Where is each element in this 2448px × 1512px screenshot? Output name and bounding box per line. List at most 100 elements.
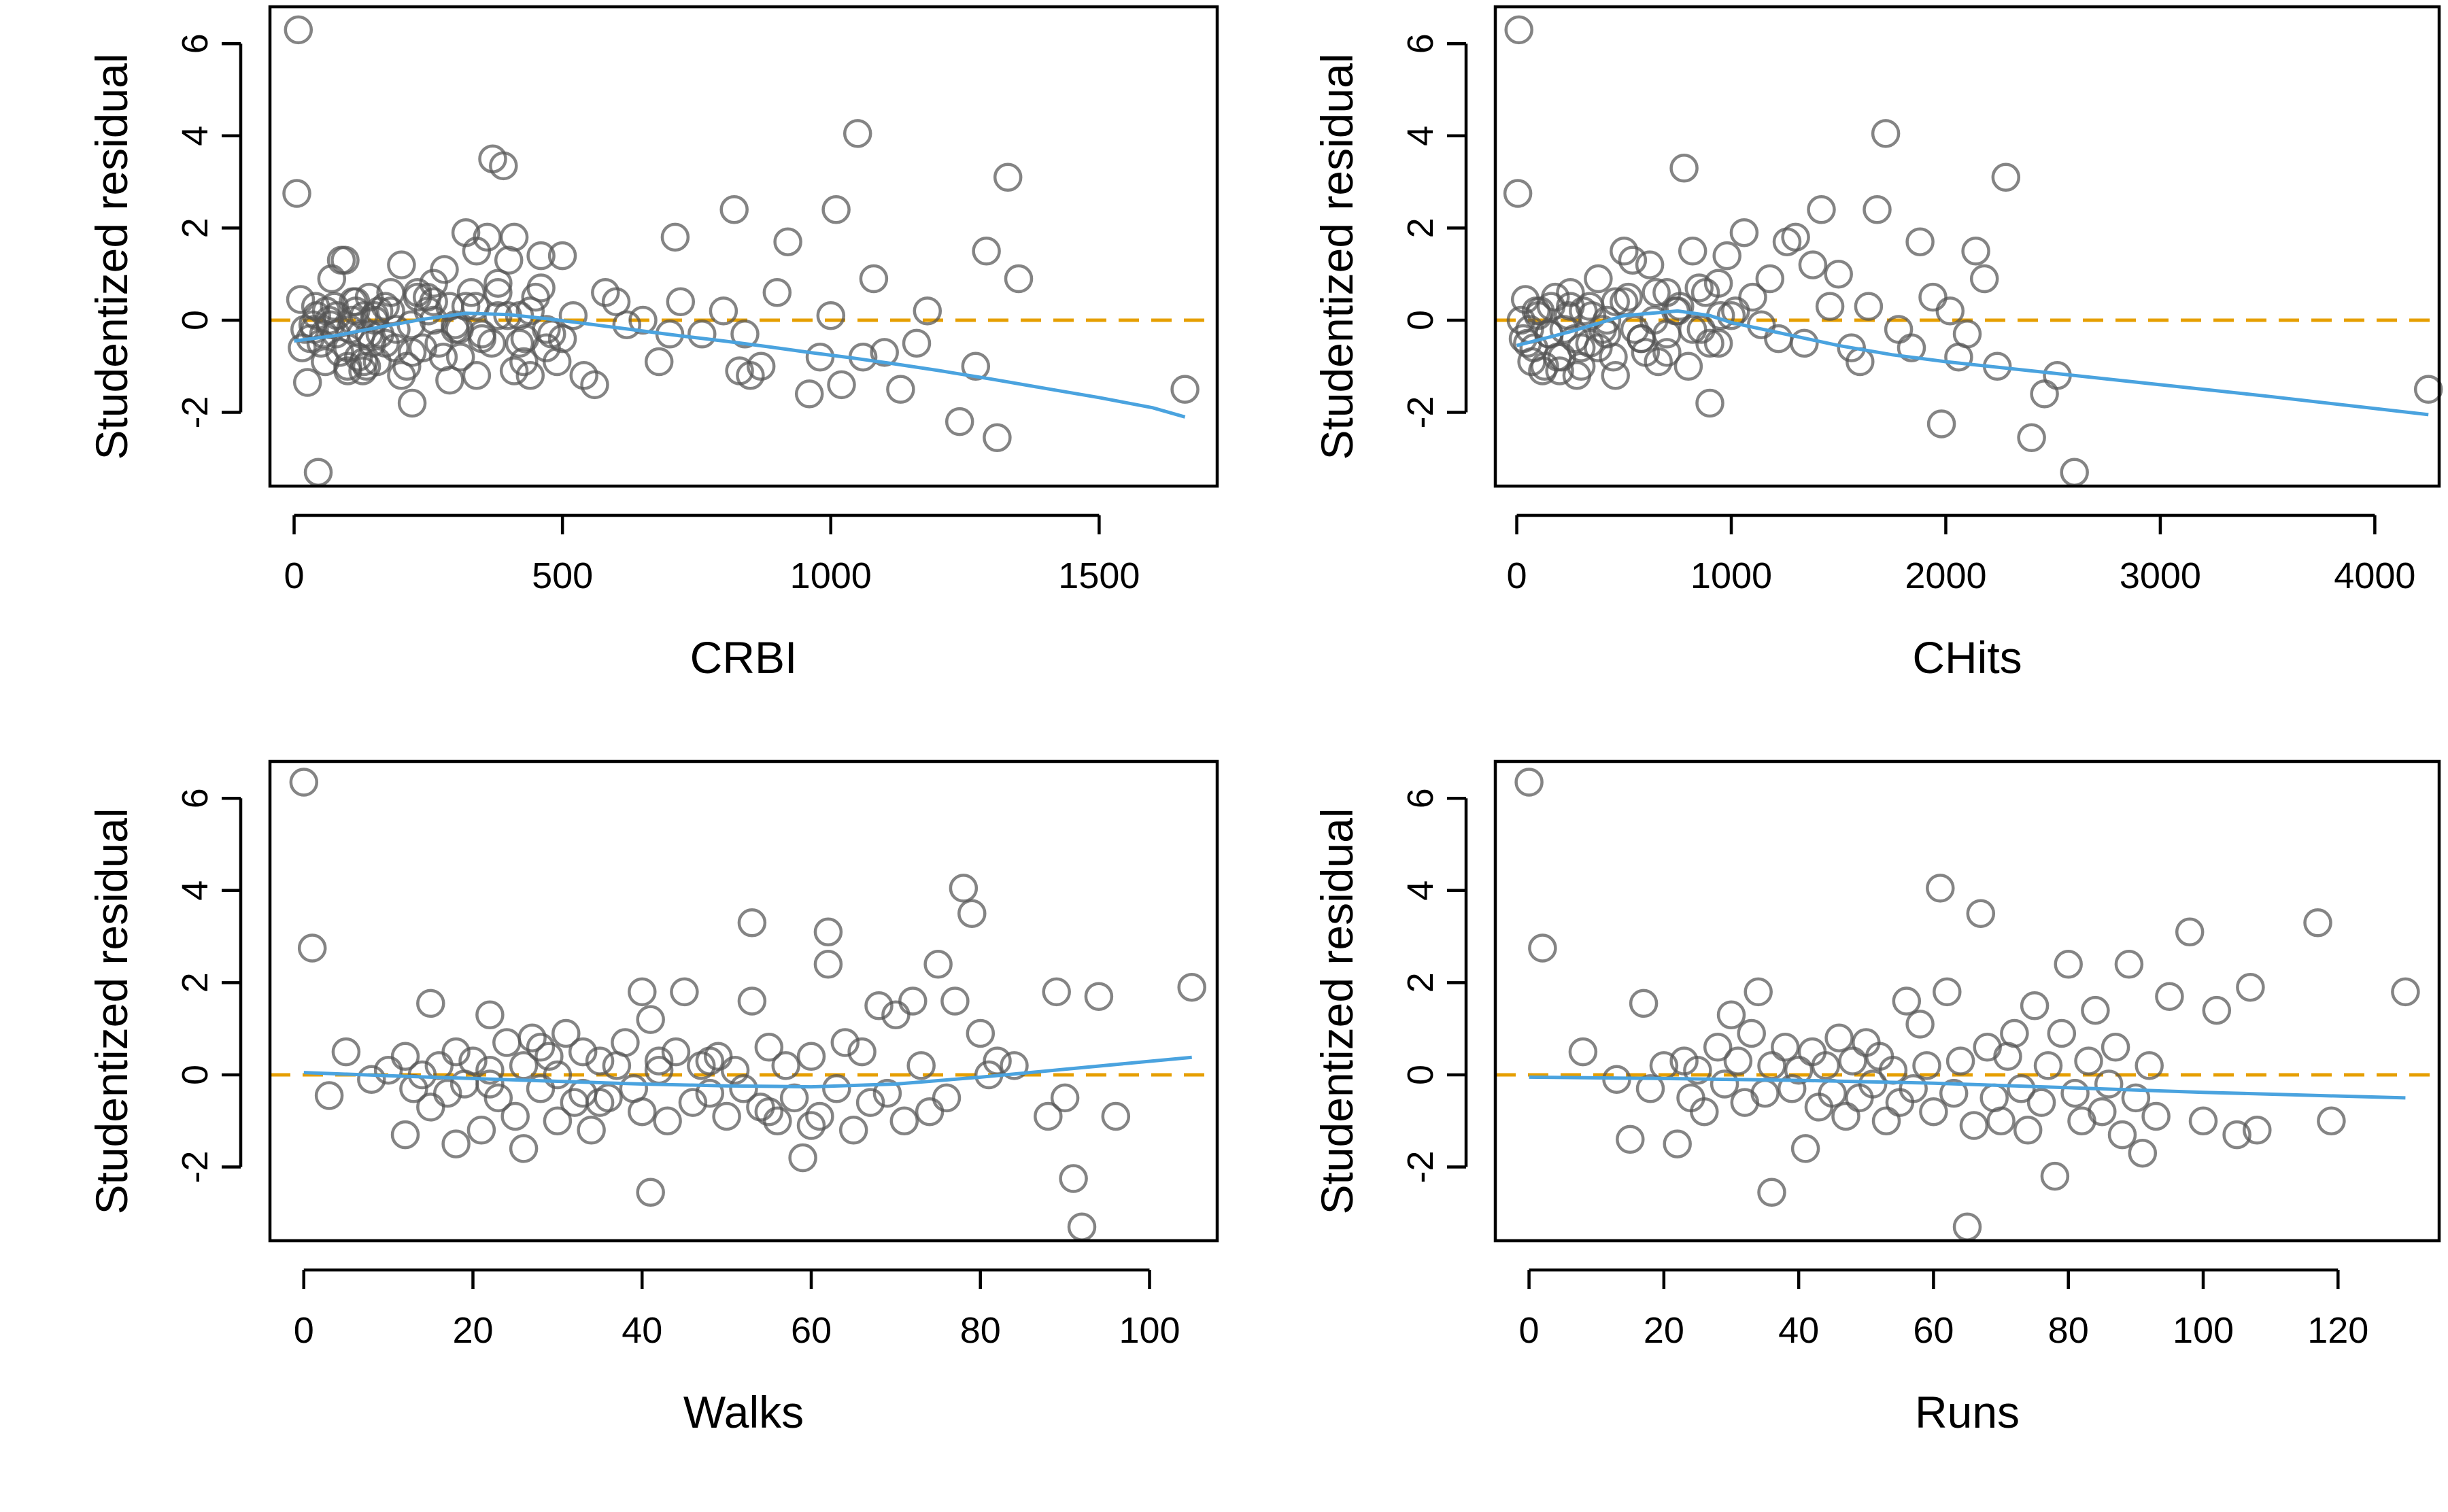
data-point [729,1074,758,1103]
data-point [1170,375,1200,404]
data-point [628,1097,657,1127]
data-point [466,1116,496,1145]
data-point [475,1000,505,1030]
data-point [330,245,360,275]
data-point [547,241,577,271]
data-point [1729,218,1759,247]
data-point [1695,388,1724,418]
data-point [961,351,991,381]
data-point [1784,1055,1814,1085]
data-point [661,1037,691,1067]
data-point [445,315,474,344]
data-point [2317,1106,2346,1136]
plot-frame [268,5,1219,488]
data-point [872,1078,902,1108]
data-point [644,347,674,377]
data-point [1815,292,1845,321]
data-point [1771,1033,1800,1062]
x-tick-label: 500 [532,555,593,596]
y-tick-label: 0 [175,1065,216,1085]
data-point [1871,119,1901,148]
data-point [611,1028,640,1057]
data-point [534,1042,564,1071]
data-point [509,347,539,377]
data-point [2030,379,2059,409]
y-tick-label: 6 [175,33,216,54]
data-point [628,305,658,335]
data-point [1905,1010,1935,1039]
data-point [940,986,970,1016]
data-point [390,1120,420,1150]
x-tick-label: 4000 [2334,555,2415,596]
data-point [805,342,835,372]
data-point [889,1106,919,1136]
data-point [1610,237,1639,266]
panel-walks: 0 20 40 60 80 100 -2 0 2 4 6 Walks Studentized resid… [86,759,1219,1437]
data-point [949,874,979,903]
data-point [1631,338,1661,367]
data-point [1919,1097,1948,1127]
data-point [300,315,329,344]
data-point [972,237,1001,266]
data-point [2094,1069,2124,1099]
data-point [2088,1097,2117,1127]
data-point [1629,989,1659,1018]
x-axis-title: Walks [683,1387,804,1437]
data-point [348,356,377,385]
data-point [1673,351,1703,381]
plot-frame [268,759,1219,1243]
data-point [855,1088,885,1117]
data-point [461,292,490,321]
x-tick-label: 1000 [1690,555,1772,596]
data-point [993,162,1023,192]
data-point [1781,222,1810,252]
x-tick-label: 100 [1119,1310,1180,1351]
data-point [441,1037,471,1067]
data-point [462,361,492,390]
x-tick-label: 40 [1778,1310,1819,1351]
data-point [1541,282,1570,312]
data-point [477,328,507,358]
y-tick-label: 0 [1400,1065,1441,1085]
y-tick-label: 6 [1400,33,1441,54]
data-point [932,1083,962,1113]
data-point [282,179,311,208]
data-point [1678,315,1707,344]
y-tick-label: 6 [175,788,216,808]
data-point [670,977,699,1007]
data-point [1926,409,1956,439]
data-point [585,1046,615,1076]
y-tick-label: -2 [175,396,216,429]
data-point [1584,264,1613,294]
data-point [1635,1074,1665,1103]
data-point [1000,1051,1029,1080]
data-point [2188,1106,2218,1136]
data-point [1514,768,1544,797]
data-point [1588,315,1617,344]
data-point [1935,296,1965,326]
data-point [762,278,792,307]
data-point [284,15,313,45]
x-tick-label: 2000 [1905,555,1986,596]
data-point [2303,908,2332,938]
data-point [2128,1138,2158,1168]
plot-frame [1493,5,2441,488]
data-point [1084,982,1114,1011]
data-point [1969,264,1999,294]
x-tick-label: 80 [2048,1310,2089,1351]
y-axis-title: Studentized residual [86,53,137,460]
data-point [2155,982,2184,1011]
data-point [489,151,518,181]
data-point [543,1106,573,1136]
data-point [843,119,872,148]
data-point [666,287,696,317]
data-point [286,285,316,314]
data-point [430,255,459,284]
x-tick-label: 0 [294,1310,314,1351]
data-point [660,222,690,252]
data-point [1744,977,1773,1007]
data-point [515,361,545,390]
data-point [1926,874,1955,903]
panel-runs: 0 20 40 60 80 100 120 -2 0 2 4 6 Runs Studentized res… [1312,759,2441,1437]
